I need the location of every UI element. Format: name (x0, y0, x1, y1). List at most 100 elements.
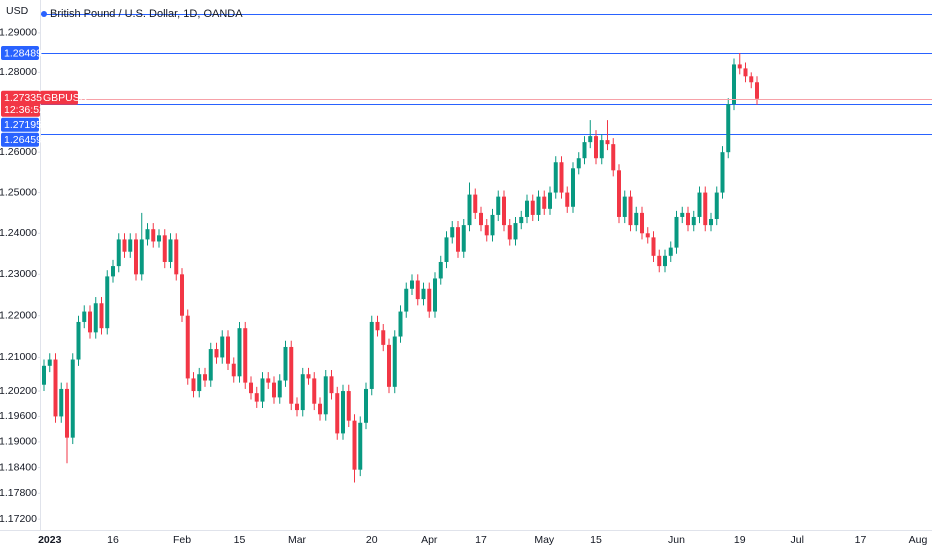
candle-body (634, 212, 639, 226)
candle-body (507, 225, 512, 240)
y-tick-label: 1.29000 (0, 27, 37, 39)
symbol-icon (41, 11, 47, 17)
candle-body (571, 168, 575, 207)
candle-body (42, 365, 46, 385)
candle-body (444, 237, 449, 262)
candle-body (605, 140, 610, 145)
candle-body (461, 225, 466, 252)
candle-body (128, 239, 133, 252)
candle-body (76, 321, 81, 360)
x-tick-label: 16 (107, 534, 119, 546)
candle-body (582, 142, 587, 159)
x-tick-label: 2023 (38, 534, 62, 546)
y-tick-label: 1.26000 (0, 146, 37, 158)
y-tick-label: 1.21000 (0, 351, 37, 363)
chart-title: British Pound / U.S. Dollar, 1D, OANDA (50, 8, 243, 20)
candle-body (208, 349, 213, 381)
candle-body (358, 422, 363, 470)
y-tick-label: 1.25000 (0, 186, 37, 198)
candle-body (122, 239, 127, 252)
x-tick-label: Jul (791, 534, 804, 546)
candle-body (151, 229, 156, 242)
y-tick-label: 1.23000 (0, 268, 37, 280)
candle-body (387, 344, 391, 387)
candle-body (341, 391, 345, 434)
x-tick-label: 15 (590, 534, 602, 546)
candle-body (65, 388, 69, 438)
candle-body (640, 212, 644, 234)
candle-body (686, 212, 690, 226)
candle-body (346, 391, 351, 421)
x-tick-label: Jun (668, 534, 685, 546)
y-tick-label: 1.19600 (0, 410, 37, 422)
plot (40, 14, 932, 483)
candle-body (450, 227, 455, 238)
candle-body (737, 64, 742, 69)
candle-body (657, 255, 662, 267)
candle-body (513, 223, 518, 240)
candle-body (266, 378, 271, 383)
price-badge (1, 132, 39, 147)
candle-body (415, 280, 420, 300)
x-tick-label: 17 (855, 534, 867, 546)
candle-body (530, 200, 535, 215)
y-tick-label: 1.18400 (0, 461, 37, 473)
candle-body (88, 311, 92, 333)
candle-body (720, 152, 725, 193)
currency-label: USD (6, 5, 29, 17)
candle-body (680, 212, 685, 217)
candle-body (479, 212, 483, 226)
candle-body (691, 216, 696, 226)
candle-body (203, 374, 207, 381)
candle-body (214, 349, 219, 358)
candle-body (335, 393, 340, 434)
candle-body (628, 196, 633, 226)
x-tick-label: Feb (173, 534, 191, 546)
candle-body (732, 64, 736, 105)
candle-body (300, 374, 305, 411)
candle-body (645, 233, 650, 238)
x-tick-label: 15 (234, 534, 246, 546)
symbol-label: GBPUSD (43, 92, 88, 104)
y-tick-label: 1.17800 (0, 487, 37, 499)
x-tick-label: May (534, 534, 555, 546)
candle-body (755, 82, 759, 99)
candle-body (157, 235, 161, 242)
candle-body (456, 227, 460, 252)
candle-body (369, 321, 374, 389)
candle-body (306, 374, 311, 379)
current-price-label: 1.27335 (4, 92, 42, 104)
candle-body (352, 420, 357, 470)
candle-body (398, 311, 403, 337)
candle-body (105, 276, 110, 329)
candle-body (168, 239, 173, 262)
price-badge-label: 1.28489 (4, 47, 42, 59)
candle-body (392, 336, 397, 387)
candle-body (438, 261, 443, 279)
candle-body (283, 346, 288, 381)
candle-body (111, 266, 115, 277)
x-tick-label: 19 (734, 534, 746, 546)
candle-body (559, 162, 564, 193)
candle-body (249, 382, 253, 394)
candle-body (277, 380, 282, 398)
y-tick-label: 1.24000 (0, 227, 37, 239)
candle-body (502, 196, 506, 226)
candle-body (548, 192, 552, 209)
candle-body (243, 328, 248, 383)
candle-body (99, 303, 104, 329)
candle-body (323, 376, 328, 415)
candle-body (197, 374, 202, 392)
candle-body (254, 393, 259, 402)
candle-body (749, 76, 754, 83)
candle-body (674, 216, 679, 248)
candle-body (536, 196, 541, 215)
x-tick-label: Apr (421, 534, 438, 546)
candle-body (714, 192, 719, 219)
candle-body (542, 196, 547, 209)
candle-body (576, 158, 581, 169)
candle-body (553, 162, 558, 193)
symbol-badge (40, 90, 78, 105)
